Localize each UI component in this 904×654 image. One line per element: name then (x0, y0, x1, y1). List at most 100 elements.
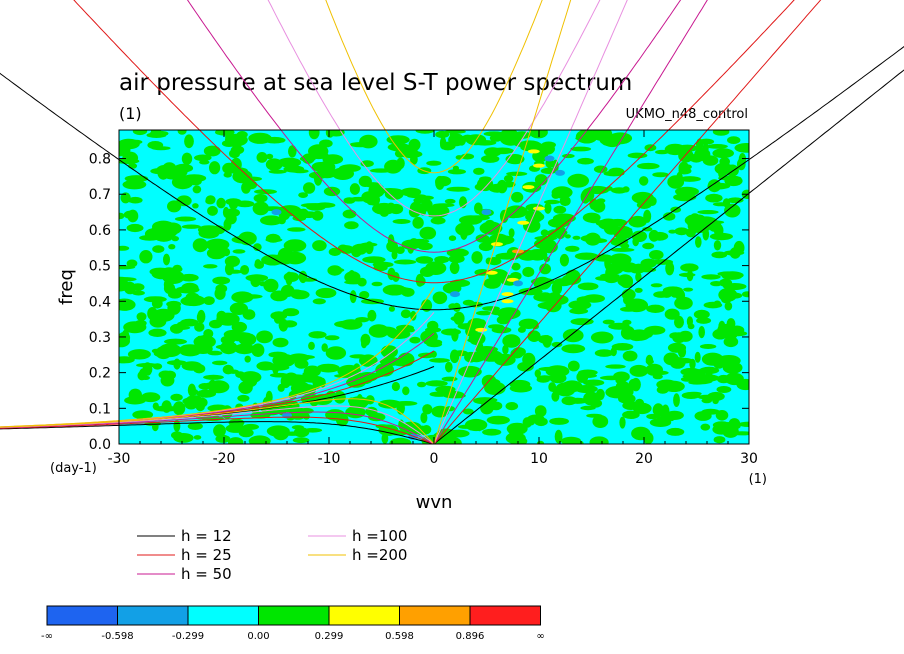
field-patch-positive (259, 281, 267, 287)
field-patch-positive (448, 235, 457, 241)
field-patch-positive (265, 237, 283, 243)
field-patch-positive (265, 390, 273, 404)
field-trough (450, 291, 460, 298)
field-patch-positive (331, 167, 354, 180)
field-patch-positive (379, 208, 389, 217)
field-patch-positive (674, 296, 693, 310)
field-patch-positive (491, 326, 512, 334)
field-patch-positive (539, 263, 551, 275)
field-patch-positive (654, 411, 661, 418)
field-patch-positive (446, 186, 470, 192)
field-patch-positive (484, 238, 494, 244)
x-tick-label: 30 (740, 451, 758, 467)
field-patch-positive (622, 319, 632, 326)
field-patch-positive (693, 309, 710, 320)
field-patch-positive (712, 148, 734, 159)
field-patch-positive (194, 154, 212, 162)
field-patch-positive (724, 175, 743, 187)
field-trough (481, 209, 492, 216)
field-patch-positive (489, 401, 503, 411)
field-patch-positive (373, 264, 388, 272)
field-patch-positive (649, 418, 672, 427)
field-patch-positive (119, 212, 125, 220)
field-patch-positive (486, 415, 510, 425)
field-patch-positive (362, 256, 386, 264)
field-patch-positive (242, 309, 256, 320)
field-patch-positive (292, 437, 310, 444)
field-patch-positive (389, 437, 412, 444)
field-patch-positive (559, 195, 571, 207)
field-patch-positive (518, 318, 539, 329)
chart-title: air pressure at sea level S-T power spec… (119, 70, 632, 96)
field-patch-positive (312, 377, 322, 389)
field-patch-positive (559, 253, 570, 267)
field-patch-positive (410, 238, 430, 244)
field-patch-positive (696, 138, 704, 152)
colorbar-level-label: -∞ (41, 631, 53, 642)
field-patch-positive (722, 361, 743, 374)
field-patch-positive (225, 198, 242, 206)
field-patch-positive (425, 261, 447, 276)
field-patch-positive (300, 203, 323, 208)
field-patch-positive (544, 202, 552, 214)
field-patch-positive (583, 391, 599, 406)
colorbar-level-label: ∞ (536, 631, 544, 642)
colorbar-level-label: 0.299 (315, 631, 344, 642)
field-patch-positive (565, 269, 581, 282)
field-patch-positive (315, 287, 337, 299)
field-patch-positive (724, 203, 741, 218)
field-patch-positive (203, 329, 214, 339)
field-patch-positive (238, 381, 253, 394)
field-patch-positive (646, 260, 658, 265)
rossby-curve-h200 (0, 398, 435, 445)
dataset-label: UKMO_n48_control (626, 107, 748, 122)
field-patch-positive (181, 224, 201, 229)
field-patch-positive (126, 259, 138, 268)
field-patch-positive (462, 408, 474, 415)
field-patch-positive (602, 319, 615, 325)
field-patch-positive (260, 215, 283, 226)
field-patch-positive (167, 301, 181, 315)
field-patch-positive (603, 170, 625, 177)
field-patch-positive (288, 145, 297, 158)
field-patch-positive (441, 328, 461, 336)
field-patch-positive (668, 229, 677, 234)
field-patch-positive (562, 328, 584, 343)
field-patch-positive (734, 143, 749, 153)
field-patch-positive (706, 144, 728, 149)
field-patch-positive (650, 283, 663, 288)
field-patch-positive (365, 241, 374, 255)
field-patch-positive (710, 281, 723, 287)
field-patch-positive (412, 216, 424, 229)
field-patch-positive (265, 153, 274, 160)
field-patch-positive (203, 145, 221, 157)
field-patch-positive (170, 325, 191, 330)
field-patch-positive (670, 289, 681, 298)
field-patch-positive (147, 141, 164, 150)
field-patch-positive (422, 404, 433, 415)
field-patch-positive (417, 381, 427, 388)
field-patch-positive (561, 436, 582, 444)
field-patch-positive (483, 147, 502, 157)
field-patch-positive (321, 343, 328, 352)
field-patch-positive (359, 291, 370, 299)
field-patch-positive (680, 263, 699, 272)
field-patch-positive (645, 359, 654, 365)
field-patch-positive (146, 132, 167, 138)
field-patch-positive (484, 219, 496, 232)
field-patch-positive (405, 327, 415, 333)
field-patch-positive (562, 153, 575, 159)
field-patch-positive (455, 222, 475, 236)
field-patch-positive (203, 374, 224, 380)
field-patch-positive (229, 302, 248, 316)
field-patch-positive (382, 284, 407, 296)
field-patch-positive (308, 331, 327, 339)
field-patch-positive (518, 287, 543, 296)
spectrum-field (119, 130, 749, 444)
field-patch-positive (574, 252, 599, 260)
field-patch-positive (537, 335, 553, 344)
field-patch-positive (324, 335, 340, 341)
field-patch-positive (252, 201, 269, 216)
field-patch-positive (586, 413, 603, 418)
